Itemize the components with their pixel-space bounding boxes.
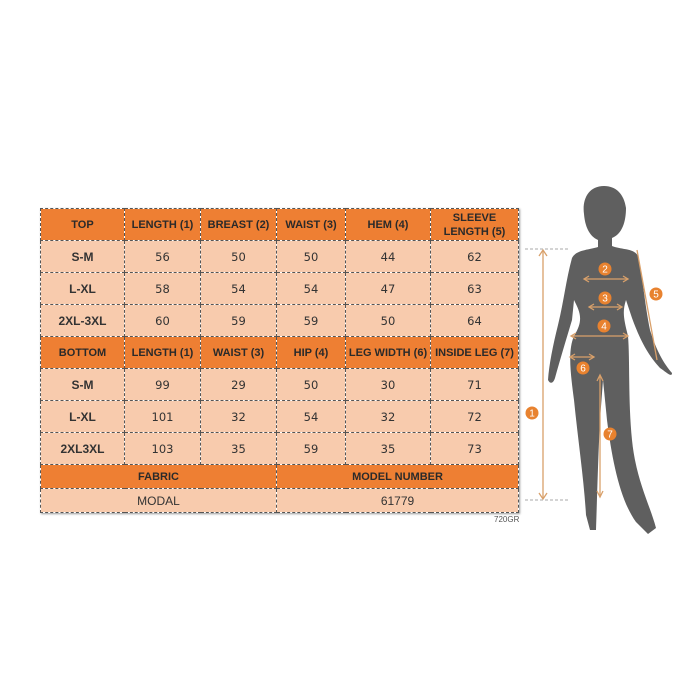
table-row: 2XL-3XL 60 59 59 50 64 [40, 304, 519, 337]
column-header: WAIST (3) [200, 336, 277, 369]
table-cell: 59 [276, 304, 346, 337]
table-cell: 103 [124, 432, 201, 465]
table-cell: 71 [430, 368, 519, 401]
table-cell: 61779 [276, 488, 519, 513]
column-header: LEG WIDTH (6) [345, 336, 431, 369]
marker-circle [598, 291, 612, 305]
table-cell: 50 [345, 304, 431, 337]
measurement-arrows [525, 248, 658, 501]
table-cell: 35 [200, 432, 277, 465]
column-header: FABRIC [40, 464, 277, 489]
marker-label: 6 [580, 364, 586, 375]
table-cell: 73 [430, 432, 519, 465]
table-cell: MODAL [40, 488, 277, 513]
table-cell: 54 [276, 400, 346, 433]
marker-circle [603, 427, 617, 441]
column-header: MODEL NUMBER [276, 464, 519, 489]
table-cell: 50 [276, 368, 346, 401]
silhouette [548, 186, 672, 534]
table-cell: L-XL [40, 400, 125, 433]
table-cell: 63 [430, 272, 519, 305]
table-cell: 32 [200, 400, 277, 433]
marker-circle [649, 287, 663, 301]
marker-circle [525, 406, 539, 420]
table-cell: 60 [124, 304, 201, 337]
column-header: TOP [40, 208, 125, 241]
table-cell: 59 [276, 432, 346, 465]
product-code: 720GR [494, 515, 520, 524]
info-row: MODAL 61779 [40, 488, 519, 513]
marker-label: 2 [602, 265, 608, 276]
table-cell: S-M [40, 240, 125, 273]
marker-label: 5 [653, 290, 659, 301]
table-cell: 50 [276, 240, 346, 273]
column-header: HEM (4) [345, 208, 431, 241]
table-cell: 64 [430, 304, 519, 337]
table-row: S-M 99 29 50 30 71 [40, 368, 519, 401]
table-cell: 56 [124, 240, 201, 273]
table-row: 2XL3XL 103 35 59 35 73 [40, 432, 519, 465]
header-row: BOTTOM LENGTH (1) WAIST (3) HIP (4) LEG WIDT… [40, 336, 519, 369]
table-row: S-M 56 50 50 44 62 [40, 240, 519, 273]
marker-label: 1 [529, 409, 535, 420]
table-cell: 99 [124, 368, 201, 401]
table-cell: 35 [345, 432, 431, 465]
table-cell: L-XL [40, 272, 125, 305]
marker-circle [598, 262, 612, 276]
column-header: LENGTH (1) [124, 336, 201, 369]
column-header: BOTTOM [40, 336, 125, 369]
column-header: INSIDE LEG (7) [430, 336, 519, 369]
table-cell: 47 [345, 272, 431, 305]
column-header: HIP (4) [276, 336, 346, 369]
table-cell: 50 [200, 240, 277, 273]
column-header: SLEEVE LENGTH (5) [430, 208, 519, 241]
table-cell: S-M [40, 368, 125, 401]
marker-label: 3 [602, 294, 608, 305]
table-cell: 2XL-3XL [40, 304, 125, 337]
marker-label: 4 [601, 322, 607, 333]
table-cell: 29 [200, 368, 277, 401]
size-chart-table: TOP LENGTH (1) BREAST (2) WAIST (3) HEM (4) S… [40, 208, 519, 513]
table-cell: 72 [430, 400, 519, 433]
table-cell: 59 [200, 304, 277, 337]
info-header-row: FABRIC MODEL NUMBER [40, 464, 519, 489]
table-row: L-XL 58 54 54 47 63 [40, 272, 519, 305]
marker-label: 7 [607, 430, 613, 441]
marker-circle [597, 319, 611, 333]
table-cell: 101 [124, 400, 201, 433]
header-row: TOP LENGTH (1) BREAST (2) WAIST (3) HEM (4) S… [40, 208, 519, 241]
table-cell: 44 [345, 240, 431, 273]
marker-circle [576, 361, 590, 375]
table-cell: 54 [276, 272, 346, 305]
